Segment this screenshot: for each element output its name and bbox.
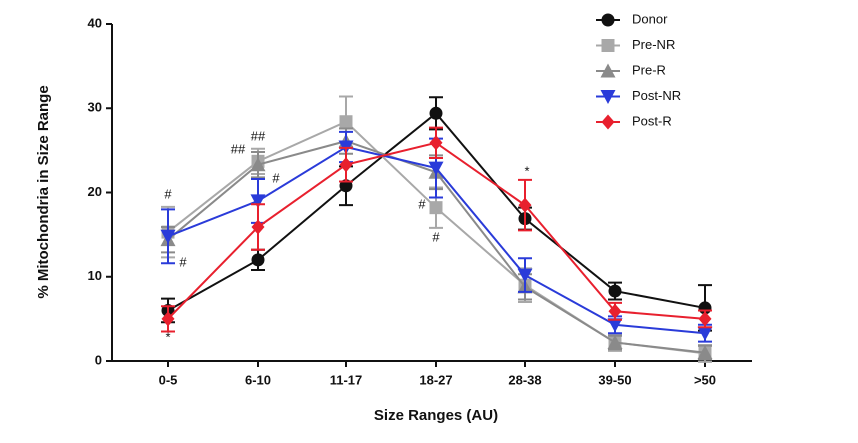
legend-marker	[600, 90, 616, 104]
annotation: #	[179, 254, 187, 269]
annotation: #	[272, 170, 280, 185]
y-tick-label: 30	[88, 100, 102, 115]
x-tick-label: 18-27	[419, 372, 452, 387]
data-point	[517, 268, 533, 283]
x-tick-label: 28-38	[508, 372, 541, 387]
legend-label: Post-R	[632, 113, 672, 128]
x-tick-label: 6-10	[245, 372, 271, 387]
x-tick-label: 39-50	[598, 372, 631, 387]
y-tick-label: 0	[95, 352, 102, 367]
annotation: *	[524, 163, 529, 178]
legend-label: Pre-R	[632, 62, 666, 77]
data-point	[339, 115, 353, 129]
data-point	[697, 345, 713, 360]
annotation: #	[418, 196, 426, 211]
legend-marker	[601, 39, 615, 52]
data-point	[608, 303, 622, 319]
data-point	[339, 157, 353, 173]
data-point	[429, 135, 443, 151]
x-tick-label: 11-17	[330, 372, 363, 387]
legend-label: Pre-NR	[632, 37, 675, 52]
x-axis-title: Size Ranges (AU)	[374, 407, 498, 424]
y-axis-title: % Mitochondria in Size Range	[35, 85, 52, 298]
annotation: ##	[231, 141, 246, 156]
data-point	[160, 229, 176, 244]
data-point	[251, 253, 265, 267]
y-tick-label: 20	[88, 184, 102, 199]
y-tick-label: 10	[88, 268, 102, 283]
data-point	[697, 326, 713, 341]
annotation: ##	[251, 128, 266, 143]
data-point	[428, 161, 444, 176]
legend-label: Donor	[632, 11, 668, 26]
legend-marker	[601, 114, 615, 130]
data-point	[608, 284, 622, 298]
data-point	[607, 334, 623, 349]
legend-marker	[600, 63, 616, 78]
data-point	[518, 197, 532, 213]
annotation: #	[432, 229, 440, 244]
data-point	[429, 201, 443, 215]
annotation: *	[165, 329, 170, 344]
data-point	[161, 311, 175, 327]
y-tick-label: 40	[88, 15, 102, 30]
data-point	[250, 194, 266, 209]
data-point	[251, 219, 265, 235]
legend-marker	[601, 13, 615, 27]
x-tick-label: 0-5	[159, 372, 178, 387]
data-point	[698, 311, 712, 327]
legend-label: Post-NR	[632, 88, 681, 103]
x-tick-label: >50	[694, 372, 716, 387]
data-point	[429, 106, 443, 120]
data-point	[607, 318, 623, 333]
annotation: #	[164, 186, 172, 201]
data-point	[250, 157, 266, 172]
